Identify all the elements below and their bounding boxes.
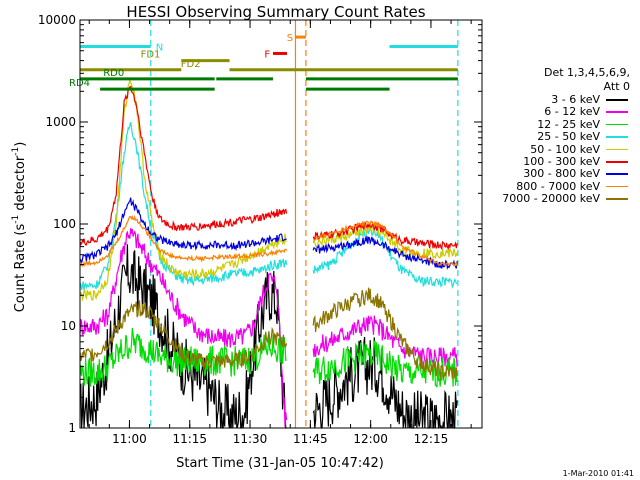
y-tick-label: 10 bbox=[61, 319, 76, 333]
legend-label: 50 - 100 keV bbox=[530, 142, 600, 156]
x-tick-label: 12:00 bbox=[353, 432, 388, 446]
y-axis-label-end: ) bbox=[13, 142, 28, 147]
legend-item: 300 - 800 keV bbox=[492, 167, 630, 180]
series-line bbox=[312, 223, 458, 289]
legend-label: 25 - 50 keV bbox=[537, 130, 600, 144]
legend-swatch bbox=[606, 148, 628, 151]
legend-swatch bbox=[606, 185, 628, 188]
legend-swatch bbox=[606, 111, 628, 113]
axes: 1 10 100 1000 10000 11:00 11:15 11:30 11:45 12:00… bbox=[38, 13, 483, 446]
legend-label: 100 - 300 keV bbox=[523, 155, 600, 168]
legend-swatch bbox=[606, 136, 628, 138]
legend-label: 300 - 800 keV bbox=[523, 167, 600, 181]
series-line bbox=[312, 224, 458, 260]
legend-swatch bbox=[606, 173, 628, 175]
series-line bbox=[79, 214, 288, 268]
y-axis-label-exp2: -1 bbox=[11, 147, 21, 156]
series-line bbox=[312, 220, 458, 267]
series-line bbox=[312, 315, 458, 367]
series-line bbox=[79, 228, 288, 427]
x-tick-label: 11:30 bbox=[233, 432, 268, 446]
flag-label: FD2 bbox=[181, 59, 201, 70]
y-tick-label: 100 bbox=[53, 217, 76, 231]
x-tick-label: 11:15 bbox=[172, 432, 207, 446]
flag-label: RD0 bbox=[103, 68, 124, 79]
legend-label: 6 - 12 keV bbox=[544, 105, 600, 119]
x-tick-label: 11:45 bbox=[293, 432, 328, 446]
series-line bbox=[79, 300, 288, 369]
flag-label: S bbox=[287, 33, 293, 44]
legend-swatch bbox=[606, 123, 628, 126]
legend-swatch bbox=[606, 99, 628, 101]
y-axis-label-mid: detector bbox=[13, 155, 28, 215]
legend-item: 25 - 50 keV bbox=[492, 130, 630, 143]
legend-label: 3 - 6 keV bbox=[551, 93, 600, 106]
flag-label: N bbox=[156, 42, 163, 53]
series-line bbox=[79, 197, 287, 265]
series-line bbox=[79, 244, 287, 429]
footer-date: 1-Mar-2010 01:41 bbox=[562, 469, 634, 478]
series-line bbox=[79, 122, 288, 291]
legend-item: 100 - 300 keV bbox=[492, 155, 630, 168]
y-axis-label-main: Count Rate (s bbox=[13, 224, 28, 313]
x-axis-label: Start Time (31-Jan-05 10:47:42) bbox=[176, 456, 384, 471]
legend-item: 7000 - 20000 keV bbox=[492, 192, 630, 205]
flag-label: FD1 bbox=[141, 50, 161, 61]
legend-item: 6 - 12 keV bbox=[492, 105, 630, 118]
y-axis-label-exp1: -1 bbox=[11, 215, 21, 224]
legend-item: 800 - 7000 keV bbox=[492, 180, 630, 193]
legend-swatch bbox=[606, 198, 628, 200]
legend-label: 7000 - 20000 keV bbox=[502, 192, 600, 206]
flag-label: F bbox=[264, 49, 270, 60]
chart-title: HESSI Observing Summary Count Rates bbox=[126, 3, 425, 21]
y-tick-label: 10000 bbox=[38, 13, 76, 27]
series-line bbox=[312, 340, 458, 388]
legend-swatch bbox=[606, 161, 628, 163]
legend-label: 800 - 7000 keV bbox=[516, 179, 600, 193]
x-tick-label: 11:00 bbox=[112, 432, 147, 446]
x-tick-label: 12:15 bbox=[414, 432, 449, 446]
series-lines bbox=[79, 77, 458, 429]
legend-title-line2: Att 0 bbox=[603, 80, 630, 93]
series-line bbox=[79, 85, 288, 247]
legend-item: 50 - 100 keV bbox=[492, 143, 630, 156]
series-line bbox=[312, 287, 458, 381]
legend-item: 3 - 6 keV bbox=[492, 93, 630, 106]
y-tick-label: 1000 bbox=[45, 115, 76, 129]
legend-label: 12 - 25 keV bbox=[537, 117, 600, 131]
legend-title-line1: Det 1,3,4,5,6,9, bbox=[543, 66, 630, 79]
y-tick-label: 1 bbox=[68, 421, 76, 435]
y-axis-label: Count Rate (s-1 detector-1) bbox=[11, 142, 28, 313]
series-line bbox=[79, 77, 287, 303]
legend-item: 12 - 25 keV bbox=[492, 118, 630, 131]
legend-title: Det 1,3,4,5,6,9, Att 0 bbox=[506, 66, 630, 94]
